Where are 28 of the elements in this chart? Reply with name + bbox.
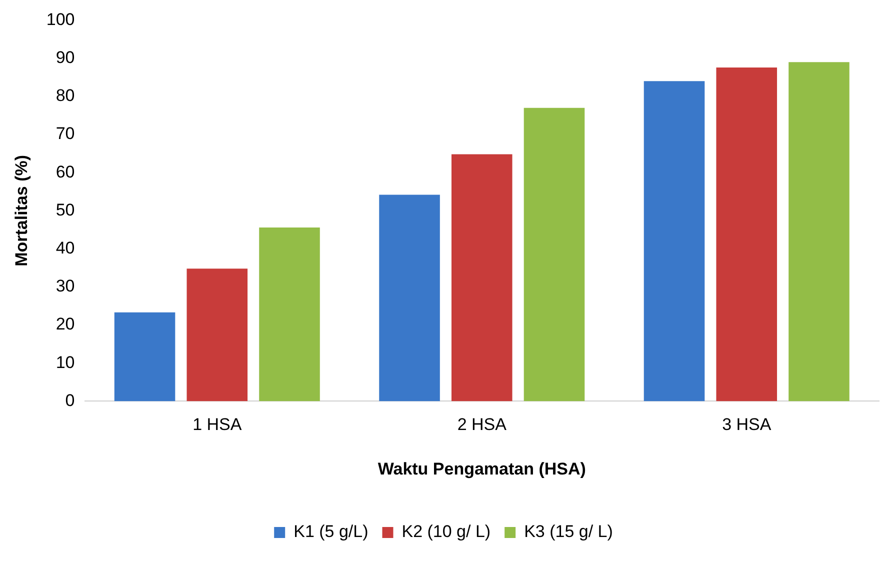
legend-label: K2 (10 g/ L): [402, 522, 491, 542]
y-axis-title: Mortalitas (%): [12, 154, 31, 266]
y-tick-label: 70: [56, 124, 75, 144]
x-tick-label: 2 HSA: [457, 415, 508, 434]
y-tick-label: 100: [46, 10, 75, 29]
bar: [644, 81, 705, 402]
y-tick-label: 40: [56, 238, 75, 258]
y-tick-label: 90: [56, 48, 75, 67]
x-axis-title: Waktu Pengamatan (HSA): [378, 459, 586, 478]
y-tick-label: 80: [56, 86, 75, 106]
bar: [379, 194, 440, 402]
bar: [259, 227, 320, 402]
y-tick-label: 60: [56, 162, 75, 182]
bar: [451, 154, 512, 402]
x-tick-label: 1 HSA: [192, 415, 242, 434]
bar: [716, 67, 778, 402]
bar: [114, 312, 176, 402]
y-tick-label: 10: [56, 352, 75, 372]
bar: [788, 62, 850, 402]
bar: [524, 108, 585, 402]
legend-label: K1 (5 g/L): [294, 522, 368, 542]
y-tick-label: 30: [56, 276, 75, 296]
x-tick-label: 3 HSA: [722, 415, 772, 434]
y-tick-label: 50: [56, 200, 75, 220]
y-tick-label: 20: [56, 314, 75, 334]
bar: [186, 268, 248, 402]
legend-label: K3 (15 g/ L): [524, 522, 613, 542]
y-tick-label: 0: [65, 390, 75, 410]
